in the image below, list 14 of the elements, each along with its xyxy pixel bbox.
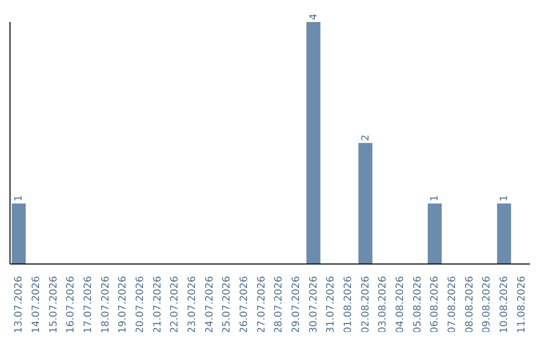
- x-tick-label: 19.07.2026: [118, 276, 129, 334]
- data-label: 4: [308, 14, 320, 20]
- x-tick-label: 15.07.2026: [48, 276, 60, 334]
- data-label: 1: [430, 195, 441, 202]
- x-tick-label: 14.07.2026: [31, 276, 42, 334]
- data-label: 1: [499, 195, 510, 202]
- data-label: 1: [14, 195, 25, 202]
- x-tick-label: 17.07.2026: [83, 276, 94, 334]
- x-tick-label: 11.08.2026: [516, 276, 528, 334]
- x-tick-label: 10.08.2026: [499, 276, 510, 334]
- data-label: 2: [360, 134, 372, 141]
- x-tick-label: 16.07.2026: [66, 276, 77, 334]
- x-tick-label: 18.07.2026: [100, 276, 112, 334]
- x-tick-label: 13.07.2026: [14, 276, 25, 334]
